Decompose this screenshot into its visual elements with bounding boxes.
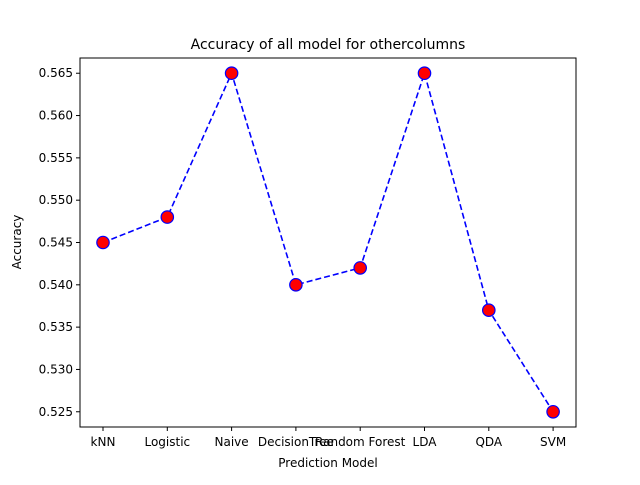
plot-area <box>80 58 576 427</box>
data-point <box>481 303 496 318</box>
y-tick-label: 0.550 <box>39 193 73 207</box>
x-axis-label: Prediction Model <box>278 456 377 470</box>
plot-frame <box>79 57 577 428</box>
x-tick-label: LDA <box>413 435 438 449</box>
data-point <box>417 66 432 81</box>
data-point <box>353 261 367 275</box>
y-tick-label: 0.555 <box>39 151 73 165</box>
x-tick-label: DecisionTree <box>258 435 334 449</box>
y-tick-label: 0.530 <box>39 362 73 376</box>
y-tick-label: 0.535 <box>39 320 73 334</box>
series-layer <box>96 66 560 419</box>
x-tick-label: Logistic <box>144 435 190 449</box>
y-tick-label: 0.540 <box>39 278 73 292</box>
series-line <box>102 70 554 413</box>
x-tick-label: Random Forest <box>315 435 406 449</box>
chart-title: Accuracy of all model for othercolumns <box>191 37 466 53</box>
data-point <box>546 404 560 419</box>
data-point <box>289 278 303 292</box>
x-tick-label: kNN <box>91 435 116 449</box>
y-axis-label: Accuracy <box>10 215 24 270</box>
data-point <box>224 66 239 81</box>
y-tick-label: 0.565 <box>39 66 73 80</box>
y-axis-ticks: 0.525 0.530 0.535 0.540 0.545 0.550 0.555 0.560… <box>39 66 80 419</box>
x-tick-label: Naive <box>215 435 249 449</box>
data-point <box>96 235 110 250</box>
x-tick-label: SVM <box>540 435 566 449</box>
y-tick-label: 0.545 <box>39 236 73 250</box>
y-tick-label: 0.560 <box>39 109 73 123</box>
data-point <box>160 210 175 224</box>
x-tick-label: QDA <box>475 435 502 449</box>
y-tick-label: 0.525 <box>39 405 73 419</box>
